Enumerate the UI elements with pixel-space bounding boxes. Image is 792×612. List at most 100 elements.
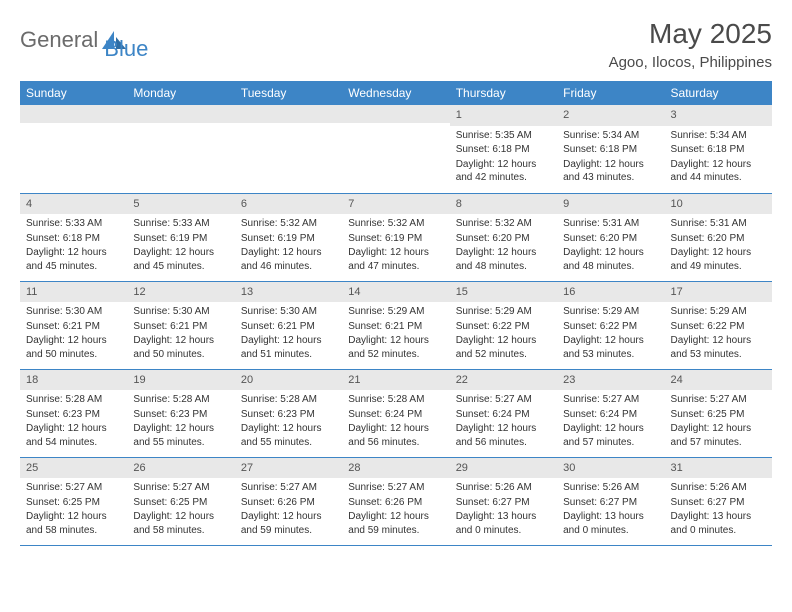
daylight-text: Daylight: 12 hours and 52 minutes.: [456, 334, 551, 361]
day-body: Sunrise: 5:34 AMSunset: 6:18 PMDaylight:…: [557, 129, 664, 185]
day-number: 11: [20, 282, 127, 303]
sunrise-text: Sunrise: 5:29 AM: [671, 305, 766, 319]
sunset-text: Sunset: 6:21 PM: [241, 320, 336, 334]
day-cell: 28Sunrise: 5:27 AMSunset: 6:26 PMDayligh…: [342, 457, 449, 545]
sunset-text: Sunset: 6:22 PM: [456, 320, 551, 334]
sunset-text: Sunset: 6:27 PM: [671, 496, 766, 510]
week-row: 1 Sunrise: 5:35 AMSunset: 6:18 PMDaylight…: [20, 105, 772, 193]
day-body: Sunrise: 5:33 AMSunset: 6:18 PMDaylight:…: [20, 217, 127, 273]
daylight-text: Daylight: 12 hours and 45 minutes.: [26, 246, 121, 273]
day-cell: 5Sunrise: 5:33 AMSunset: 6:19 PMDaylight…: [127, 193, 234, 281]
day-cell: 17Sunrise: 5:29 AMSunset: 6:22 PMDayligh…: [665, 281, 772, 369]
week-row: 25Sunrise: 5:27 AMSunset: 6:25 PMDayligh…: [20, 457, 772, 545]
sunrise-text: Sunrise: 5:32 AM: [348, 217, 443, 231]
calendar-body: 1 Sunrise: 5:35 AMSunset: 6:18 PMDaylight…: [20, 105, 772, 545]
day-cell: 24Sunrise: 5:27 AMSunset: 6:25 PMDayligh…: [665, 369, 772, 457]
sunrise-text: Sunrise: 5:27 AM: [133, 481, 228, 495]
sunrise-text: Sunrise: 5:30 AM: [133, 305, 228, 319]
day-cell: 30Sunrise: 5:26 AMSunset: 6:27 PMDayligh…: [557, 457, 664, 545]
daylight-text: Daylight: 12 hours and 48 minutes.: [563, 246, 658, 273]
day-number: 24: [665, 370, 772, 391]
sunset-text: Sunset: 6:20 PM: [671, 232, 766, 246]
sunrise-text: Sunrise: 5:27 AM: [563, 393, 658, 407]
sunset-text: Sunset: 6:23 PM: [133, 408, 228, 422]
day-body: Sunrise: 5:30 AMSunset: 6:21 PMDaylight:…: [235, 305, 342, 361]
day-cell: 1 Sunrise: 5:35 AMSunset: 6:18 PMDaylight…: [450, 105, 557, 193]
sunset-text: Sunset: 6:26 PM: [241, 496, 336, 510]
day-number: 18: [20, 370, 127, 391]
daylight-text: Daylight: 12 hours and 58 minutes.: [133, 510, 228, 537]
day-number: [20, 105, 127, 123]
sunrise-text: Sunrise: 5:27 AM: [456, 393, 551, 407]
sunrise-text: Sunrise: 5:33 AM: [133, 217, 228, 231]
daylight-text: Daylight: 12 hours and 57 minutes.: [563, 422, 658, 449]
day-cell: [342, 105, 449, 193]
day-number: 9: [557, 194, 664, 215]
day-cell: 13Sunrise: 5:30 AMSunset: 6:21 PMDayligh…: [235, 281, 342, 369]
daylight-text: Daylight: 12 hours and 51 minutes.: [241, 334, 336, 361]
day-number: 23: [557, 370, 664, 391]
day-cell: [20, 105, 127, 193]
day-body: Sunrise: 5:27 AMSunset: 6:24 PMDaylight:…: [450, 393, 557, 449]
day-cell: 4Sunrise: 5:33 AMSunset: 6:18 PMDaylight…: [20, 193, 127, 281]
day-body: Sunrise: 5:27 AMSunset: 6:26 PMDaylight:…: [342, 481, 449, 537]
day-number: 10: [665, 194, 772, 215]
day-number: 29: [450, 458, 557, 479]
day-number: 1: [450, 105, 557, 126]
day-cell: 14Sunrise: 5:29 AMSunset: 6:21 PMDayligh…: [342, 281, 449, 369]
location: Agoo, Ilocos, Philippines: [609, 54, 772, 71]
day-body: Sunrise: 5:32 AMSunset: 6:20 PMDaylight:…: [450, 217, 557, 273]
day-body: Sunrise: 5:32 AMSunset: 6:19 PMDaylight:…: [235, 217, 342, 273]
day-number: 19: [127, 370, 234, 391]
sunrise-text: Sunrise: 5:27 AM: [241, 481, 336, 495]
day-number: 28: [342, 458, 449, 479]
day-body: Sunrise: 5:26 AMSunset: 6:27 PMDaylight:…: [557, 481, 664, 537]
sunrise-text: Sunrise: 5:32 AM: [241, 217, 336, 231]
sunset-text: Sunset: 6:24 PM: [456, 408, 551, 422]
dow-fri: Friday: [557, 81, 664, 105]
sunset-text: Sunset: 6:20 PM: [456, 232, 551, 246]
sunrise-text: Sunrise: 5:34 AM: [671, 129, 766, 143]
day-number: 8: [450, 194, 557, 215]
sunrise-text: Sunrise: 5:32 AM: [456, 217, 551, 231]
day-number: 27: [235, 458, 342, 479]
week-row: 18Sunrise: 5:28 AMSunset: 6:23 PMDayligh…: [20, 369, 772, 457]
day-cell: 2Sunrise: 5:34 AMSunset: 6:18 PMDaylight…: [557, 105, 664, 193]
sunrise-text: Sunrise: 5:26 AM: [671, 481, 766, 495]
sunrise-text: Sunrise: 5:27 AM: [348, 481, 443, 495]
dow-sat: Saturday: [665, 81, 772, 105]
day-number: 30: [557, 458, 664, 479]
daylight-text: Daylight: 12 hours and 59 minutes.: [348, 510, 443, 537]
day-body: Sunrise: 5:27 AMSunset: 6:26 PMDaylight:…: [235, 481, 342, 537]
day-number: 31: [665, 458, 772, 479]
day-body: Sunrise: 5:27 AMSunset: 6:25 PMDaylight:…: [665, 393, 772, 449]
sunrise-text: Sunrise: 5:26 AM: [563, 481, 658, 495]
sunset-text: Sunset: 6:25 PM: [26, 496, 121, 510]
sunset-text: Sunset: 6:25 PM: [133, 496, 228, 510]
day-cell: 19Sunrise: 5:28 AMSunset: 6:23 PMDayligh…: [127, 369, 234, 457]
daylight-text: Daylight: 12 hours and 55 minutes.: [241, 422, 336, 449]
day-number: 15: [450, 282, 557, 303]
day-body: Sunrise: 5:35 AMSunset: 6:18 PMDaylight:…: [450, 129, 557, 185]
day-body: Sunrise: 5:31 AMSunset: 6:20 PMDaylight:…: [557, 217, 664, 273]
sunrise-text: Sunrise: 5:31 AM: [671, 217, 766, 231]
day-cell: 15Sunrise: 5:29 AMSunset: 6:22 PMDayligh…: [450, 281, 557, 369]
dow-wed: Wednesday: [342, 81, 449, 105]
daylight-text: Daylight: 12 hours and 45 minutes.: [133, 246, 228, 273]
day-body: Sunrise: 5:29 AMSunset: 6:22 PMDaylight:…: [557, 305, 664, 361]
title-block: May 2025 Agoo, Ilocos, Philippines: [609, 18, 772, 71]
sunrise-text: Sunrise: 5:35 AM: [456, 129, 551, 143]
day-body: Sunrise: 5:32 AMSunset: 6:19 PMDaylight:…: [342, 217, 449, 273]
week-row: 11Sunrise: 5:30 AMSunset: 6:21 PMDayligh…: [20, 281, 772, 369]
day-body: Sunrise: 5:30 AMSunset: 6:21 PMDaylight:…: [127, 305, 234, 361]
sunset-text: Sunset: 6:26 PM: [348, 496, 443, 510]
day-cell: 31 Sunrise: 5:26 AMSunset: 6:27 PMDayligh…: [665, 457, 772, 545]
day-number: 21: [342, 370, 449, 391]
sunrise-text: Sunrise: 5:27 AM: [26, 481, 121, 495]
daylight-text: Daylight: 12 hours and 53 minutes.: [563, 334, 658, 361]
day-cell: 12Sunrise: 5:30 AMSunset: 6:21 PMDayligh…: [127, 281, 234, 369]
daylight-text: Daylight: 13 hours and 0 minutes.: [671, 510, 766, 537]
day-body: Sunrise: 5:28 AMSunset: 6:23 PMDaylight:…: [20, 393, 127, 449]
week-row: 4Sunrise: 5:33 AMSunset: 6:18 PMDaylight…: [20, 193, 772, 281]
daylight-text: Daylight: 12 hours and 42 minutes.: [456, 158, 551, 185]
